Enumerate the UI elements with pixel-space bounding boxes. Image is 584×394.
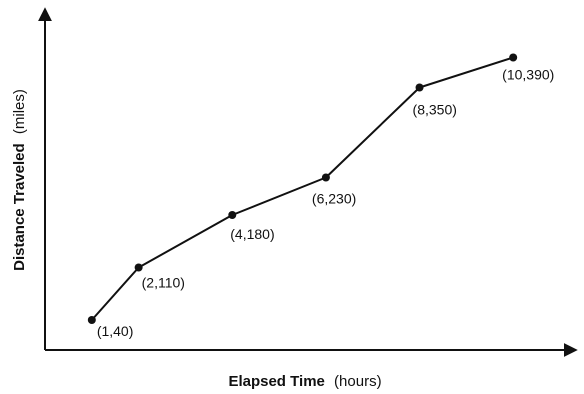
x-axis-title-main: Elapsed Time — [228, 373, 324, 390]
data-label: (8,350) — [413, 102, 457, 118]
y-axis-title-main: Distance Traveled — [11, 143, 28, 271]
data-label: (4,180) — [230, 226, 274, 242]
data-point — [509, 53, 518, 62]
series-line — [91, 56, 514, 321]
data-label: (6,230) — [312, 191, 356, 207]
data-label: (1,40) — [97, 323, 134, 339]
data-point — [321, 173, 330, 182]
data-point — [134, 263, 143, 272]
data-point — [415, 83, 424, 92]
x-axis-title-unit: (hours) — [334, 373, 382, 390]
data-point — [87, 316, 96, 324]
data-label: (10,390) — [502, 67, 554, 83]
data-label: (2,110) — [142, 275, 185, 291]
series-distance: (1,40) (2,110) (4,180) (6,230) (8,350) (10,39… — [87, 53, 554, 339]
x-axis-title: Elapsed Time (hours) — [228, 373, 381, 390]
data-point — [228, 211, 237, 219]
y-axis-title: Distance Traveled (miles) — [11, 89, 28, 271]
y-axis-title-unit: (miles) — [11, 89, 28, 134]
